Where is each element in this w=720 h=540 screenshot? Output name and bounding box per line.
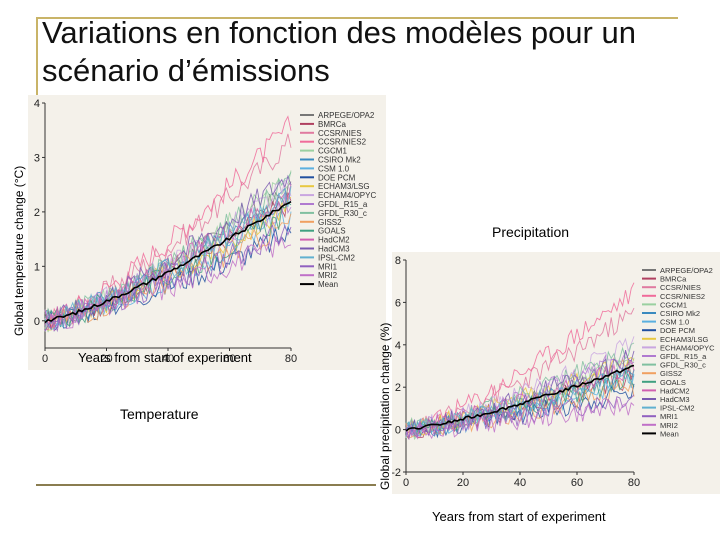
legend-entry: GFDL_R30_c [660, 361, 706, 370]
y-tick-label: 0 [34, 316, 40, 328]
slide-frame-left [36, 17, 38, 95]
legend-entry: IPSL-CM2 [318, 253, 355, 262]
y-tick-label: 4 [34, 98, 40, 110]
x-tick-label: 40 [514, 477, 526, 489]
slide-frame-top [36, 17, 678, 19]
legend-entry: HadCM3 [318, 245, 350, 254]
legend-entry: MRI1 [660, 412, 678, 421]
legend-entry: GISS2 [660, 369, 682, 378]
legend-entry: GFDL_R15_a [318, 200, 368, 209]
legend-entry: CCSR/NIES [318, 129, 362, 138]
legend-entry: HadCM2 [318, 236, 350, 245]
series-line [44, 201, 292, 327]
legend-entry: CCSR/NIES2 [660, 292, 705, 301]
x-tick-label: 80 [628, 477, 640, 489]
legend-entry: ECHAM4/OPYC [660, 343, 715, 352]
legend-entry: ECHAM3/LSG [660, 335, 709, 344]
legend-entry: GOALS [660, 378, 686, 387]
x-tick-label: 80 [285, 353, 297, 365]
legend-entry: CSM 1.0 [318, 164, 350, 173]
y-tick-label: 4 [395, 340, 401, 352]
temperature-chart: 0 20 40 60 8001234ARPEGE/OPA2BMRCaCCSR/NIESC… [28, 95, 386, 370]
temperature-x-axis-label: Years from start of experiment [78, 350, 252, 365]
y-tick-label: 2 [395, 382, 401, 394]
series-line [405, 397, 635, 440]
legend-entry: CSIRO Mk2 [660, 309, 700, 318]
temperature-y-axis-label: Global temperature change (°C) [12, 165, 26, 336]
y-tick-label: 1 [34, 261, 40, 273]
legend-entry: GOALS [318, 227, 346, 236]
legend-entry: CCSR/NIES2 [318, 138, 367, 147]
legend-entry: GFDL_R15_a [660, 352, 707, 361]
temperature-caption: Temperature [120, 406, 199, 422]
legend-entry: DOE PCM [660, 326, 695, 335]
y-tick-label: 6 [395, 297, 401, 309]
precipitation-x-axis-label: Years from start of experiment [432, 509, 606, 524]
legend-entry: BMRCa [660, 275, 687, 284]
y-tick-label: 2 [34, 207, 40, 219]
legend-entry: GFDL_R30_c [318, 209, 367, 218]
legend-entry: Mean [660, 429, 679, 438]
precipitation-y-axis-label: Global precipitation change (%) [378, 322, 392, 490]
legend-entry: MRI2 [318, 271, 338, 280]
legend-entry: CSM 1.0 [660, 318, 689, 327]
series-line [44, 224, 292, 333]
legend-entry: CSIRO Mk2 [318, 156, 361, 165]
legend-entry: CGCM1 [318, 147, 347, 156]
legend-entry: ARPEGE/OPA2 [660, 266, 713, 275]
x-tick-label: 20 [457, 477, 469, 489]
series-line [44, 183, 292, 331]
slide-frame-bottom [36, 484, 376, 486]
y-tick-label: 3 [34, 152, 40, 164]
y-tick-label: -2 [392, 467, 401, 479]
x-tick-label: 0 [42, 353, 48, 365]
x-tick-label: 60 [571, 477, 583, 489]
legend-entry: GISS2 [318, 218, 342, 227]
slide-title: Variations en fonction des modèles pour … [42, 15, 636, 88]
precipitation-chart: 0 20 40 60 80-202468ARPEGE/OPA2BMRCaCCSR/NIE… [392, 252, 720, 494]
legend-entry: BMRCa [318, 120, 347, 129]
series-line [405, 364, 635, 432]
precipitation-caption: Precipitation [492, 224, 570, 240]
legend-entry: CGCM1 [660, 300, 687, 309]
x-tick-label: 0 [403, 477, 409, 489]
legend-entry: ECHAM4/OPYC [318, 191, 376, 200]
legend-entry: ECHAM3/LSG [318, 182, 370, 191]
series-line [405, 367, 635, 437]
x-tick-label: 20 [100, 353, 112, 365]
series-line [405, 394, 635, 440]
legend-entry: MRI1 [318, 262, 338, 271]
legend-entry: Mean [318, 280, 338, 289]
legend-entry: MRI2 [660, 421, 678, 430]
legend-entry: HadCM3 [660, 395, 690, 404]
x-tick-label: 60 [223, 353, 235, 365]
series-line [44, 201, 292, 324]
legend-entry: DOE PCM [318, 173, 356, 182]
legend-entry: CCSR/NIES [660, 283, 701, 292]
legend-entry: ARPEGE/OPA2 [318, 111, 375, 120]
series-line [44, 236, 292, 330]
y-tick-label: 0 [395, 425, 401, 437]
series-line [44, 186, 292, 330]
y-tick-label: 8 [395, 255, 401, 267]
x-tick-label: 40 [162, 353, 174, 365]
series-line [405, 364, 635, 438]
legend-entry: IPSL-CM2 [660, 404, 695, 413]
legend-entry: HadCM2 [660, 386, 690, 395]
